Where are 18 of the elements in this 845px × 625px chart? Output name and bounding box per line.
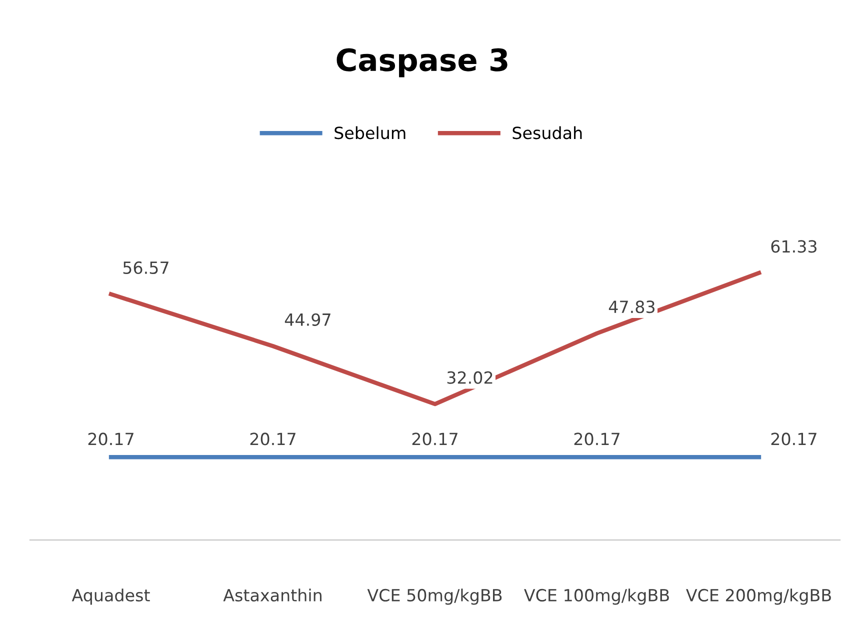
data-label: 20.17	[250, 432, 296, 446]
x-tick-label: Astaxanthin	[223, 588, 322, 602]
x-tick-label: VCE 50mg/kgBB	[367, 588, 502, 605]
legend-label: Sebelum	[334, 126, 406, 140]
legend-label: Sesudah	[512, 126, 582, 140]
data-label: 32.02	[447, 371, 492, 384]
x-tick-label: Aquadest	[72, 588, 150, 605]
data-label: 20.17	[412, 432, 458, 446]
data-label: 56.57	[123, 261, 168, 274]
data-label: 20.17	[771, 432, 816, 446]
data-label: 20.17	[574, 432, 620, 446]
x-tick-label: VCE 200mg/kgBB	[686, 588, 831, 605]
data-label: 20.17	[88, 432, 134, 446]
x-tick-label: VCE 100mg/kgBB	[524, 588, 669, 605]
data-label: 47.83	[608, 300, 654, 314]
data-label: 44.97	[284, 313, 330, 326]
data-label: 61.33	[771, 240, 816, 253]
chart-title: Caspase 3	[336, 48, 508, 78]
